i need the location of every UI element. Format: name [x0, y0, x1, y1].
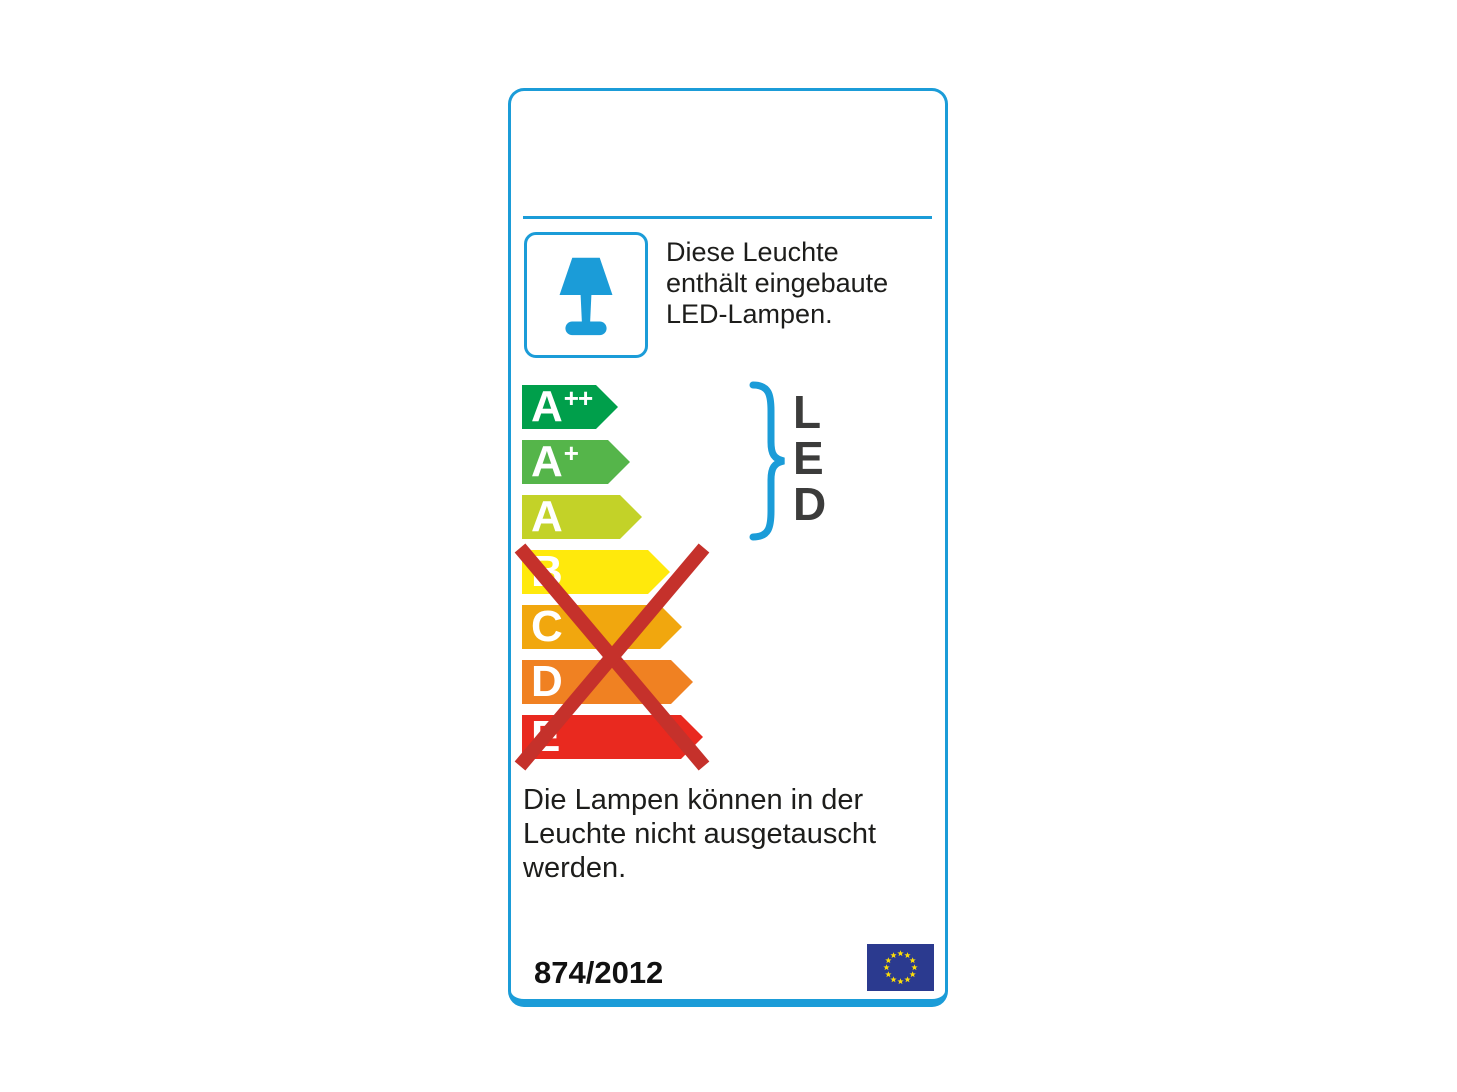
cross-out-x-icon: [514, 543, 710, 771]
led-label: L E D: [793, 389, 826, 527]
rating-grade-label: D: [531, 657, 563, 706]
intro-text-line: Diese Leuchte: [666, 237, 839, 267]
eu-flag-icon: [867, 944, 934, 991]
rating-arrow-a+: A+: [522, 440, 630, 484]
led-letter: E: [793, 432, 824, 484]
note-text: Die Lampen können in der Leuchte nicht a…: [523, 783, 876, 885]
label-top-separator: [523, 216, 932, 219]
rating-grade-label: A++: [531, 382, 593, 431]
rating-grade-label: A+: [531, 437, 578, 486]
rating-row: A+: [522, 440, 703, 484]
rating-grade-label: A: [531, 492, 563, 541]
rating-arrow-a: A: [522, 495, 642, 539]
curly-brace-icon: [749, 381, 785, 541]
note-text-line: Leuchte nicht ausgetauscht: [523, 818, 877, 850]
rating-arrow-a++: A++: [522, 385, 618, 429]
intro-text: Diese Leuchte enthält eingebaute LED-Lam…: [666, 237, 888, 330]
regulation-number: 874/2012: [534, 955, 664, 990]
rating-row: A++: [522, 385, 703, 429]
table-lamp-icon: [559, 257, 613, 336]
note-text-line: Die Lampen können in der: [523, 784, 864, 816]
led-letter: D: [793, 478, 827, 530]
note-text-line: werden.: [523, 852, 627, 884]
rating-row: A: [522, 495, 703, 539]
lamp-pictogram-box: [524, 232, 648, 358]
led-letter: L: [793, 386, 822, 438]
intro-text-line: LED-Lampen.: [666, 299, 833, 329]
energy-label-card: Diese Leuchte enthält eingebaute LED-Lam…: [508, 88, 948, 1007]
intro-text-line: enthält eingebaute: [666, 268, 889, 298]
rating-grade-label: C: [531, 602, 563, 651]
